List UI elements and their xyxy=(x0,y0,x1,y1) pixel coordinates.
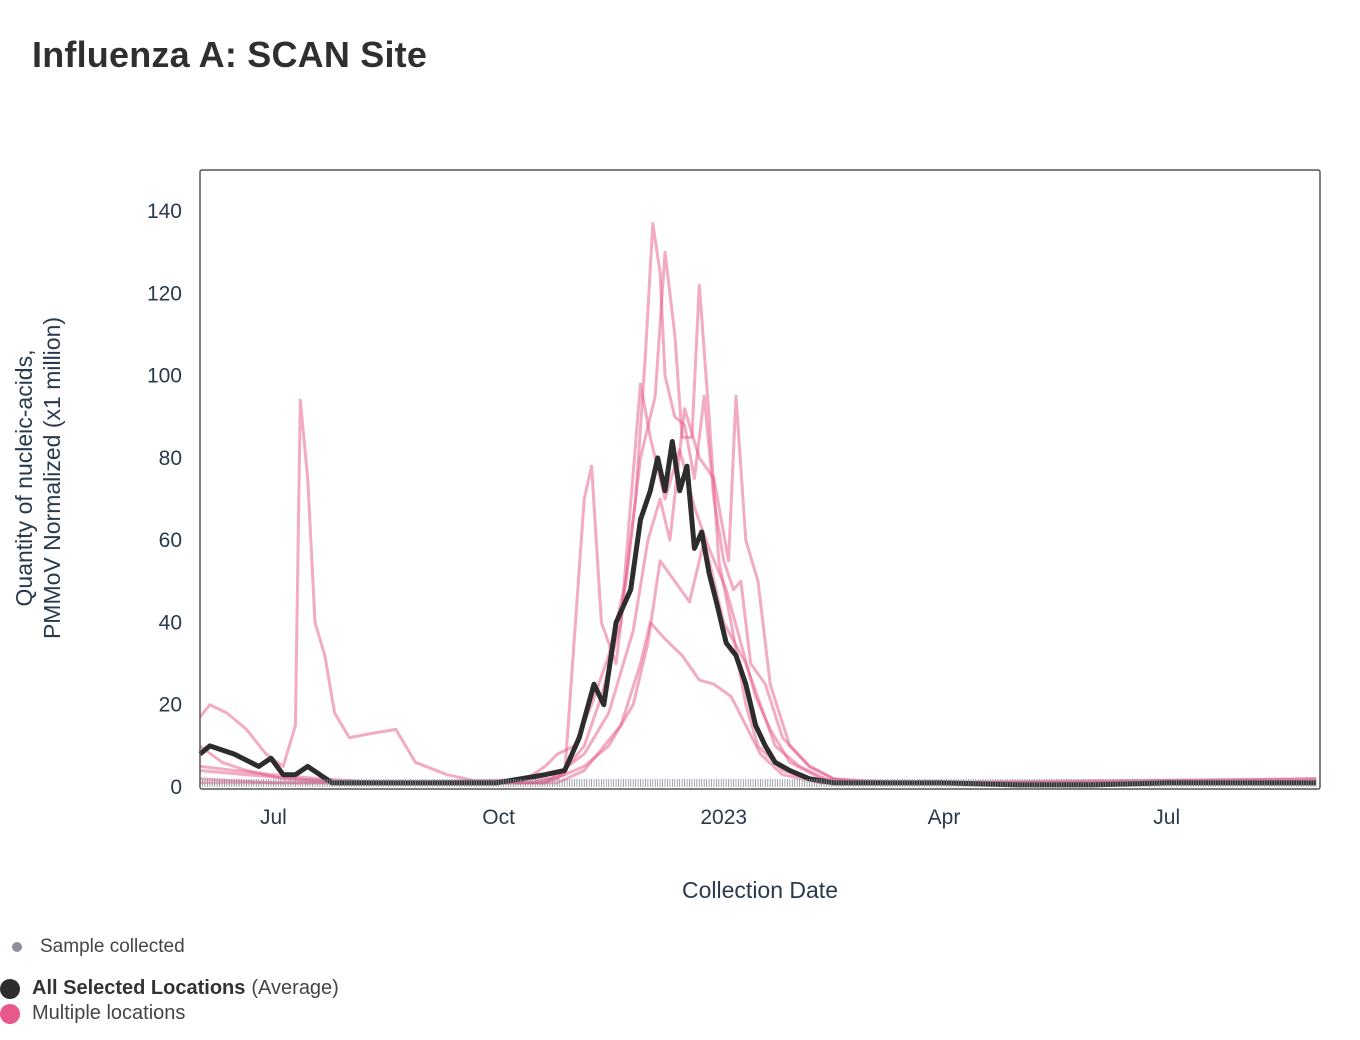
legend-item-multiple-locations[interactable]: Multiple locations xyxy=(0,1002,185,1025)
y-tick-label: 100 xyxy=(147,365,182,388)
y-tick-label: 60 xyxy=(159,529,182,552)
x-tick-label: Jul xyxy=(1153,806,1180,829)
x-axis-title: Collection Date xyxy=(682,877,838,903)
sample-dot-icon xyxy=(12,942,22,952)
legend-average-suffix: (Average) xyxy=(251,977,339,999)
sample-marker-layer xyxy=(199,779,1317,787)
y-axis-title-line1: Quantity of nucleic-acids, xyxy=(11,350,37,607)
page-title: Influenza A: SCAN Site xyxy=(32,34,428,75)
series-layer xyxy=(198,222,1317,788)
average-series-line[interactable] xyxy=(198,439,1316,788)
locations-dot-icon xyxy=(0,1003,20,1024)
x-axis-ticks: Jul Oct 2023 Apr Jul xyxy=(260,806,1180,829)
y-tick-label: 20 xyxy=(159,694,182,717)
legend-multiple-label: Multiple locations xyxy=(32,1002,186,1024)
y-tick-label: 40 xyxy=(159,611,182,634)
legend-item-sample: Sample collected xyxy=(12,936,185,958)
y-axis-ticks: 0 20 40 60 80 100 120 140 xyxy=(147,200,182,799)
x-tick-label: 2023 xyxy=(700,806,747,829)
location-series-line[interactable] xyxy=(199,538,1316,785)
legend-average-label: All Selected Locations xyxy=(32,977,246,999)
y-tick-label: 120 xyxy=(147,282,182,305)
x-tick-label: Apr xyxy=(928,806,961,829)
y-axis-title-line2: PMMoV Normalized (x1 million) xyxy=(39,317,65,639)
x-tick-label: Jul xyxy=(260,806,287,829)
y-tick-label: 0 xyxy=(170,776,182,799)
chart: 0 20 40 60 80 100 120 140 Jul Oct 2023 Apr Jul Coll… xyxy=(11,169,1321,903)
legend-sample-label: Sample collected xyxy=(40,936,185,957)
average-dot-icon xyxy=(0,978,20,999)
plot-frame xyxy=(199,169,1321,790)
location-series-line[interactable] xyxy=(198,222,1317,785)
x-tick-label: Oct xyxy=(482,806,515,829)
location-series-line[interactable] xyxy=(200,621,1316,785)
y-tick-label: 80 xyxy=(159,447,182,470)
legend-item-average[interactable]: All Selected Locations (Average) xyxy=(0,977,339,1000)
y-tick-label: 140 xyxy=(147,200,182,223)
